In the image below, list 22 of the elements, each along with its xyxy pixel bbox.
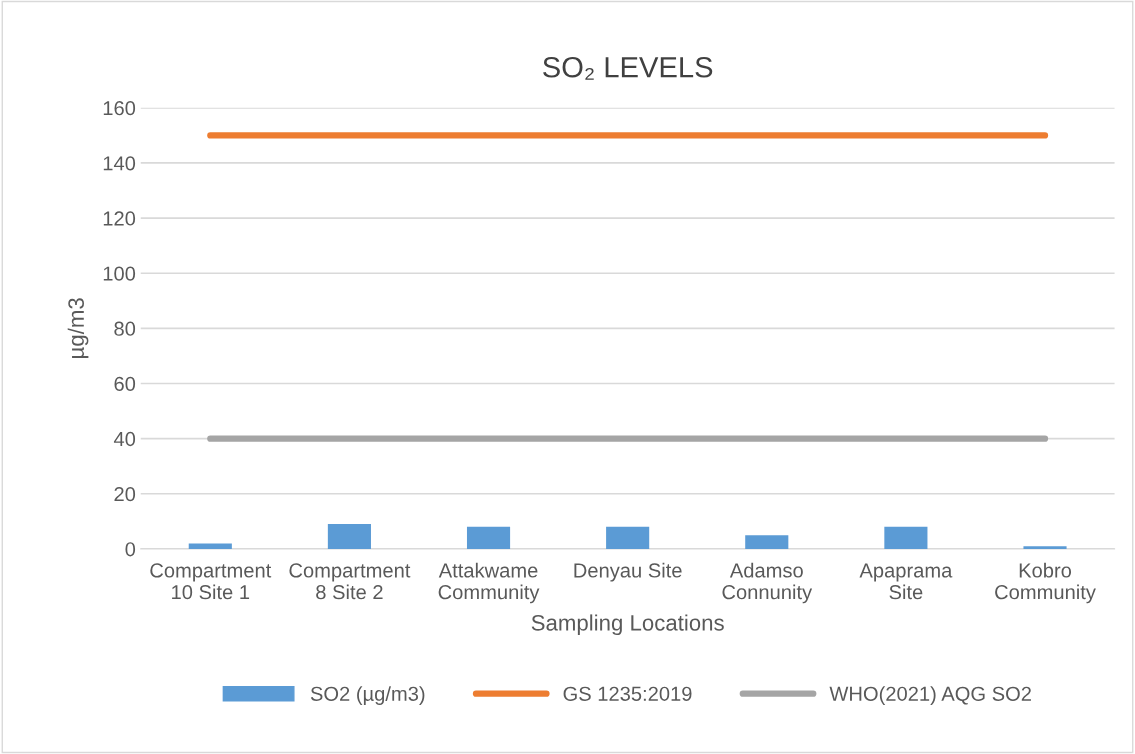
legend-label: WHO(2021) AQG SO2 [829,686,1031,705]
y-tick-label: 40 [113,431,136,447]
y-tick-label: 140 [103,156,136,171]
y-tick-label: 120 [103,211,136,226]
x-tick-label: Adamso Connunity [722,562,813,604]
y-tick-label: 160 [103,101,136,116]
x-tick-label: Attakwame Community [438,562,540,604]
x-tick-label: Compartment 8 Site 2 [289,563,411,600]
x-tick-label: Denyau Site [574,562,682,582]
chart-title: SO₂ LEVELS [543,56,713,80]
y-tick-label: 80 [114,321,136,336]
x-tick-label: Apaprama Site [859,563,953,600]
x-tick-label: Compartment 10 Site 1 [150,563,272,600]
y-tick-label: 20 [114,487,136,502]
x-tick-label: Kobro Community [995,562,1096,604]
y-tick-label: 60 [114,376,136,391]
y-tick-label: 100 [103,266,136,281]
legend-label: GS 1235:2019 [563,686,692,701]
legend-label: SO2 (µg/m3) [310,686,425,705]
y-axis-title: µg/m3 [67,298,89,358]
y-tick-label: 0 [125,542,136,557]
x-axis-title: Sampling Locations [531,614,724,636]
